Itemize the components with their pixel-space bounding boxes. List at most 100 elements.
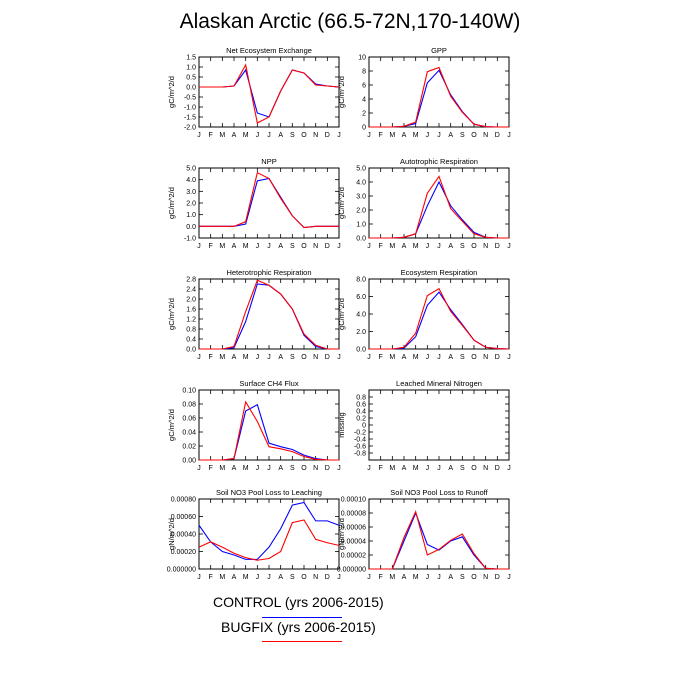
y-tick-label: 5.0	[186, 166, 196, 173]
y-tick-label: 2.0	[186, 297, 196, 304]
x-tick-label: M	[413, 243, 419, 250]
x-tick-label: A	[402, 132, 407, 139]
legend-control-line	[262, 617, 342, 618]
x-tick-label: J	[267, 243, 271, 250]
y-tick-label: 0.0	[356, 347, 366, 354]
x-tick-label: M	[219, 574, 225, 581]
x-tick-label: O	[301, 574, 307, 581]
panel-8: Leached Mineral Nitrogen missing 0.80.60.4…	[337, 379, 511, 472]
y-tick-label: 1.0	[186, 65, 196, 72]
y-tick-label: -1.0	[184, 105, 196, 112]
x-tick-label: N	[483, 465, 488, 472]
y-tick-label: 2.8	[186, 277, 196, 284]
x-tick-label: M	[243, 465, 249, 472]
y-tick-label: 2	[362, 111, 366, 118]
y-tick-label: 10	[358, 55, 366, 62]
x-tick-label: J	[267, 132, 271, 139]
x-tick-label: D	[325, 465, 330, 472]
y-tick-label: 4.0	[356, 180, 366, 187]
x-tick-label: A	[402, 354, 407, 361]
x-tick-label: S	[290, 465, 295, 472]
x-tick-label: D	[325, 354, 330, 361]
x-tick-label: J	[367, 354, 371, 361]
x-tick-label: A	[232, 132, 237, 139]
y-tick-label: 4.0	[356, 312, 366, 319]
y-tick-label: 0.02	[182, 444, 196, 451]
x-tick-label: J	[337, 354, 341, 361]
panel-1: Net Ecosystem Exchange gC/m^2/d 1.5 1.0 0.5 0…	[167, 46, 341, 139]
series-bugfix-line	[199, 279, 339, 350]
x-tick-label: O	[301, 354, 307, 361]
x-tick-label: O	[471, 574, 477, 581]
x-tick-label: J	[437, 574, 441, 581]
panel-title: Surface CH4 Flux	[239, 379, 298, 388]
y-tick-label: 0.06	[182, 416, 196, 423]
y-axis-label: gC/m^2/d	[167, 76, 176, 108]
x-tick-label: D	[325, 243, 330, 250]
y-tick-label: 0.0	[186, 224, 196, 231]
y-axis-label: gN/m^2/d	[337, 518, 346, 550]
x-tick-label: O	[301, 465, 307, 472]
x-tick-label: F	[379, 465, 383, 472]
panel-10: Soil NO3 Pool Loss to RunoffgN/m^2/d0.00…	[337, 488, 511, 581]
y-tick-label: 8.0	[356, 277, 366, 284]
x-tick-label: M	[413, 354, 419, 361]
y-tick-label: 2.0	[186, 201, 196, 208]
x-tick-label: F	[379, 574, 383, 581]
x-tick-label: A	[232, 465, 237, 472]
y-tick-label: 0.0	[186, 347, 196, 354]
panel-title: Net Ecosystem Exchange	[226, 46, 312, 55]
y-axis-label: missing	[337, 412, 346, 437]
x-tick-label: M	[243, 243, 249, 250]
series-control-line	[369, 180, 509, 239]
y-tick-label: 0	[362, 423, 366, 430]
x-tick-label: J	[367, 574, 371, 581]
panel-title: Heterotrophic Respiration	[226, 268, 311, 277]
y-tick-label: 0.00010	[341, 497, 366, 504]
panel-9: Soil NO3 Pool Loss to LeachinggN/m^2/d0.…	[167, 488, 341, 581]
series-bugfix-line	[199, 171, 339, 229]
y-tick-label: 4	[362, 97, 366, 104]
x-tick-label: D	[495, 465, 500, 472]
y-tick-label: 4.0	[186, 177, 196, 184]
y-tick-label: -1.5	[184, 115, 196, 122]
series-bugfix-line	[369, 287, 510, 350]
x-tick-label: O	[471, 243, 477, 250]
x-tick-label: F	[379, 354, 383, 361]
x-tick-label: A	[278, 574, 283, 581]
x-tick-label: J	[437, 132, 441, 139]
x-tick-label: F	[209, 243, 213, 250]
plot-frame	[198, 389, 340, 461]
x-tick-label: J	[267, 574, 271, 581]
x-tick-label: A	[448, 465, 453, 472]
y-tick-label: 2.4	[186, 287, 196, 294]
x-tick-label: O	[471, 354, 477, 361]
y-tick-label: 0.8	[356, 395, 366, 402]
x-tick-label: M	[413, 465, 419, 472]
x-tick-label: N	[483, 574, 488, 581]
series-bugfix-line	[199, 63, 340, 124]
y-tick-label: 8	[362, 69, 366, 76]
x-tick-label: J	[426, 132, 430, 139]
series-control-line	[199, 177, 339, 229]
panel-6: Ecosystem Respiration gC/m^2/d 8.0 6.0 4.0 2.…	[337, 268, 511, 361]
x-tick-label: J	[197, 354, 201, 361]
y-tick-label: 0.0	[186, 85, 196, 92]
x-tick-label: J	[437, 243, 441, 250]
legend-bugfix-line	[262, 641, 342, 642]
x-tick-label: A	[232, 354, 237, 361]
x-tick-label: D	[325, 132, 330, 139]
y-tick-label: 0.4	[186, 337, 196, 344]
x-tick-label: J	[267, 354, 271, 361]
series-control-line	[369, 291, 510, 350]
x-tick-label: J	[197, 574, 201, 581]
y-tick-label: 0	[362, 125, 366, 132]
y-tick-label: -0.6	[354, 444, 366, 451]
x-tick-label: D	[495, 574, 500, 581]
x-tick-label: A	[278, 354, 283, 361]
y-axis-label: gC/m^2/d	[337, 298, 346, 330]
y-tick-label: 3.0	[186, 189, 196, 196]
panel-title: Leached Mineral Nitrogen	[396, 379, 482, 388]
x-tick-label: A	[278, 243, 283, 250]
y-tick-label: 1.2	[186, 317, 196, 324]
